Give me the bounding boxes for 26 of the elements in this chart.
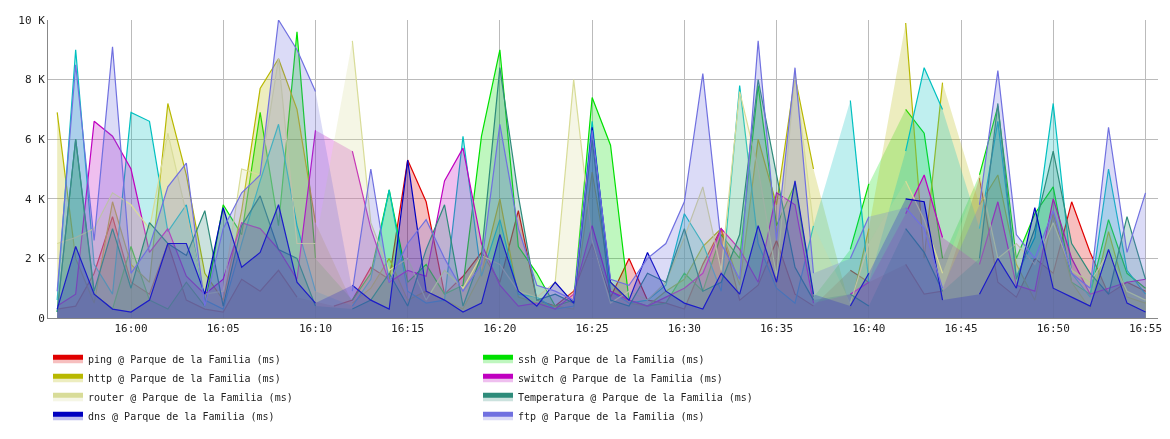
- x-tick-label: 16:00: [114, 322, 148, 336]
- legend-label: ftp @ Parque de la Familia (ms): [518, 411, 705, 423]
- x-tick-label: 16:55: [1128, 322, 1163, 336]
- y-tick-label: 2 K: [24, 252, 46, 266]
- legend-label: Temperatura @ Parque de la Familia (ms): [518, 392, 753, 404]
- legend-label: dns @ Parque de la Familia (ms): [88, 411, 275, 423]
- legend-label: ping @ Parque de la Familia (ms): [88, 354, 281, 366]
- x-tick-label: 16:25: [575, 322, 609, 336]
- x-tick-label: 16:05: [206, 322, 240, 336]
- x-tick-label: 16:50: [1036, 322, 1070, 336]
- x-tick-label: 16:45: [944, 322, 978, 336]
- legend-label: router @ Parque de la Familia (ms): [88, 392, 293, 404]
- legend-label: http @ Parque de la Familia (ms): [88, 373, 281, 385]
- x-tick-label: 16:15: [391, 322, 425, 336]
- x-tick-label: 16:35: [759, 322, 794, 336]
- y-tick-label: 4 K: [24, 192, 46, 206]
- x-tick-label: 16:40: [852, 322, 886, 336]
- x-tick-label: 16:10: [298, 322, 333, 336]
- legend-label: switch @ Parque de la Familia (ms): [518, 373, 723, 385]
- y-tick-label: 8 K: [24, 73, 46, 87]
- y-tick-label: 10 K: [18, 13, 46, 27]
- x-tick-label: 16:30: [667, 322, 701, 336]
- legend-label: ssh @ Parque de la Familia (ms): [518, 354, 705, 366]
- x-tick-label: 16:20: [483, 322, 517, 336]
- y-tick-label: 6 K: [24, 133, 46, 147]
- y-tick-label: 0: [38, 311, 45, 325]
